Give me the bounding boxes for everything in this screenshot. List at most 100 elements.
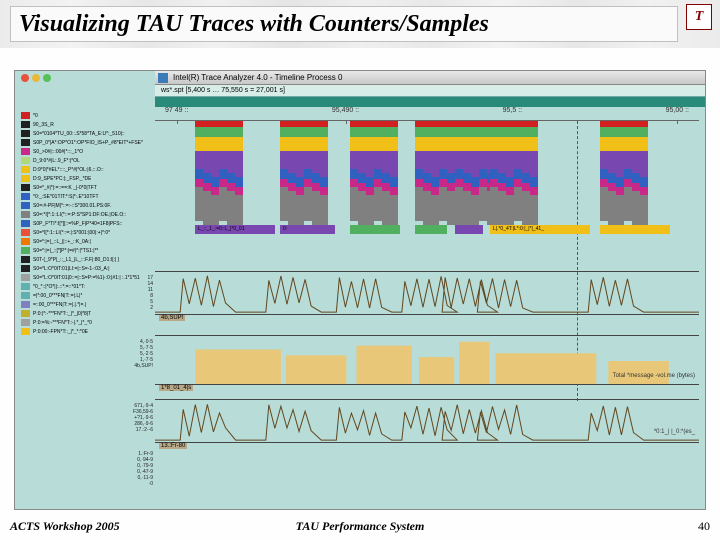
message-bar[interactable] bbox=[350, 225, 400, 234]
legend-row[interactable]: S0T-(_9*P|_::_L1_|L_:::F.F|:80_D1:I[:| } bbox=[21, 255, 149, 264]
legend-row[interactable]: S0=*I[*:1::LI(*::=:|:S*001:|00|:+|*:0* bbox=[21, 228, 149, 237]
timeline-cluster[interactable] bbox=[350, 121, 398, 229]
legend-row[interactable]: S0=*L:O*0IT:01|LI:=|::S=-1-:03_A:| bbox=[21, 264, 149, 273]
legend-row[interactable]: 90_3S_R bbox=[21, 120, 149, 129]
counter-chart-1[interactable] bbox=[155, 271, 699, 315]
legend-label: S0=*0104*TU_00::.S*58*TA_E:U*:_510|:: bbox=[33, 131, 125, 137]
legend-row[interactable]: S0=*_#|*|:=::==:K _|-0*0|TFT bbox=[21, 183, 149, 192]
legend-label: S0T-(_9*P|_::_L1_|L_:::F.F|:80_D1:I[:| } bbox=[33, 257, 119, 263]
timeline-cluster[interactable] bbox=[600, 121, 648, 229]
timeline-bar bbox=[350, 121, 358, 229]
time-ruler[interactable]: 97 49 :: 95,490 :: 95,5 :: 95,00 :: bbox=[155, 107, 699, 121]
legend-swatch bbox=[21, 220, 30, 227]
timeline-bar bbox=[447, 121, 455, 229]
legend-row[interactable]: P:0:00:-FPN*T::_|*_*:*0E bbox=[21, 327, 149, 336]
legend-label: =|*:00_0***FN|T::=|.L|* bbox=[33, 293, 82, 299]
legend-swatch bbox=[21, 166, 30, 173]
legend-row[interactable]: D_9:0*#|L:.9_F*:|*OL bbox=[21, 156, 149, 165]
legend-swatch bbox=[21, 319, 30, 326]
counter-chart-3[interactable] bbox=[155, 399, 699, 443]
legend-swatch bbox=[21, 292, 30, 299]
timeline-bar bbox=[415, 121, 423, 229]
timeline-cluster[interactable] bbox=[490, 121, 538, 229]
timeline-area[interactable] bbox=[155, 121, 699, 291]
legend-swatch bbox=[21, 112, 30, 119]
tau-logo: T bbox=[686, 4, 712, 30]
app-icon bbox=[158, 73, 168, 83]
legend-row[interactable]: S0P_F*TI*:I[*][::=%P_F|P*40=1F8|PFS:: bbox=[21, 219, 149, 228]
legend-swatch bbox=[21, 229, 30, 236]
message-bar[interactable] bbox=[600, 225, 670, 234]
legend-row[interactable]: D:9_SPE*PC:|:_FSP._*DE bbox=[21, 174, 149, 183]
legend-row[interactable]: P:0:|*:-***FN*T::_|*_|0|*8|T bbox=[21, 309, 149, 318]
timeline-bar bbox=[530, 121, 538, 229]
legend-row[interactable]: D:9*0|*#EL*::::_P*#|*OL:|6.::.O:: bbox=[21, 165, 149, 174]
timeline-bar bbox=[195, 121, 203, 229]
legend-row[interactable]: S0=*0104*TU_00::.S*58*TA_E:U*:_510|:: bbox=[21, 129, 149, 138]
zoom-dot-icon[interactable] bbox=[43, 74, 51, 82]
legend-label: *0 bbox=[33, 113, 38, 119]
menu-bar[interactable]: ws*.spt [5,400 s … 75,550 s = 27,001 s] bbox=[155, 85, 705, 97]
legend-row[interactable]: S0P_0*|A*:OP*O1*:OP*FIO_IS+P_#8*EIT*+FSE… bbox=[21, 138, 149, 147]
counter2-label: 1*8_01_4|s bbox=[159, 385, 193, 391]
title-box: Visualizing TAU Traces with Counters/Sam… bbox=[10, 6, 678, 42]
legend-swatch bbox=[21, 148, 30, 155]
legend-label: S0=*I[*:1::LI(*::=:|:S*001:|00|:+|*:0* bbox=[33, 230, 110, 236]
timeline-bar bbox=[423, 121, 431, 229]
minimize-dot-icon[interactable] bbox=[32, 74, 40, 82]
legend-row[interactable]: *0:_:SE*01TIT:*:S|*:.E*10TFT bbox=[21, 192, 149, 201]
close-dot-icon[interactable] bbox=[21, 74, 29, 82]
message-bar[interactable]: L_::_1_:=0::L_|*0_01 bbox=[195, 225, 275, 234]
legend-label: P:0:00:-FPN*T::_|*_*:*0E bbox=[33, 329, 88, 335]
legend-row[interactable]: =::00_0***FN|T::=|.|.*|=.| bbox=[21, 300, 149, 309]
legend-label: S0=*:|=|_::[*]P*:|=#|*:|*TS1:|** bbox=[33, 248, 98, 254]
ruler-tick: 95,00 :: bbox=[666, 107, 689, 120]
legend-label: S0=*:|=|_::L_||::+_::K_0A:| bbox=[33, 239, 91, 245]
legend-swatch bbox=[21, 157, 30, 164]
legend-row[interactable]: S0_>0#|:::00#|*:::_1*O bbox=[21, 147, 149, 156]
menu-range-text: ws*.spt [5,400 s … 75,550 s = 27,001 s] bbox=[161, 87, 285, 94]
slide-title: Visualizing TAU Traces with Counters/Sam… bbox=[19, 11, 489, 38]
message-bar[interactable]: L|.*0_4T:|L*:0:|_|*|_41_ bbox=[490, 225, 590, 234]
timeline-cluster[interactable] bbox=[280, 121, 328, 229]
timeline-bar bbox=[382, 121, 390, 229]
timeline-bar bbox=[235, 121, 243, 229]
legend-row[interactable]: S0=*:|=|_::[*]P*:|=#|*:|*TS1:|** bbox=[21, 246, 149, 255]
counter1-label: 4b,SUP! bbox=[159, 315, 185, 321]
legend-row[interactable]: S0=:*I[*:1::LI(*::=:P:S*SP1:DF:OE.|OE.O:… bbox=[21, 210, 149, 219]
message-bar[interactable] bbox=[455, 225, 483, 234]
footer-left: ACTS Workshop 2005 bbox=[10, 519, 120, 534]
timeline-bar bbox=[479, 121, 487, 229]
message-bar[interactable]: 0: bbox=[280, 225, 335, 234]
timeline-bar bbox=[219, 121, 227, 229]
legend-row[interactable]: *0_*::|*O*||:.::*:=::*01*T: bbox=[21, 282, 149, 291]
function-legend[interactable]: *090_3S_RS0=*0104*TU_00::.S*58*TA_E:U*:_… bbox=[21, 111, 149, 383]
timeline-cluster[interactable] bbox=[195, 121, 243, 229]
legend-row[interactable]: *0 bbox=[21, 111, 149, 120]
legend-swatch bbox=[21, 256, 30, 263]
legend-swatch bbox=[21, 211, 30, 218]
timeline-bar bbox=[390, 121, 398, 229]
ytick: 17.:2·-6 bbox=[131, 427, 153, 433]
timeline-bar bbox=[463, 121, 471, 229]
legend-label: P:0:=%:-***FN*T::-|.*_|*_*0 bbox=[33, 320, 92, 326]
timeline-bar bbox=[506, 121, 514, 229]
legend-row[interactable]: P:0:=%:-***FN*T::-|.*_|*_*0 bbox=[21, 318, 149, 327]
legend-swatch bbox=[21, 130, 30, 137]
legend-swatch bbox=[21, 175, 30, 182]
counter3-svg bbox=[155, 400, 699, 442]
timeline-bar bbox=[600, 121, 608, 229]
message-bar[interactable] bbox=[415, 225, 447, 234]
timeline-bar bbox=[471, 121, 479, 229]
legend-row[interactable]: S0=*:|=|_::L_||::+_::K_0A:| bbox=[21, 237, 149, 246]
legend-swatch bbox=[21, 310, 30, 317]
timeline-bar bbox=[312, 121, 320, 229]
legend-row[interactable]: =|*:00_0***FN|T::=|.L|* bbox=[21, 291, 149, 300]
timeline-bar bbox=[304, 121, 312, 229]
legend-row[interactable]: S0=*L:O*0IT:01|0::=|::S=P:=%1|-:0:|#1:| … bbox=[21, 273, 149, 282]
page-number: 40 bbox=[698, 519, 710, 534]
counter2-yticks: 4,·0·55,·7·55,·2·51,·7·54b,SUP! bbox=[131, 339, 153, 369]
legend-row[interactable]: S0=:#-PF|M|*::=:-::S*300.01.PS:0F. bbox=[21, 201, 149, 210]
timeline-bar bbox=[616, 121, 624, 229]
counter2-right-label: Total *message -vol.me (bytes) bbox=[613, 373, 695, 379]
